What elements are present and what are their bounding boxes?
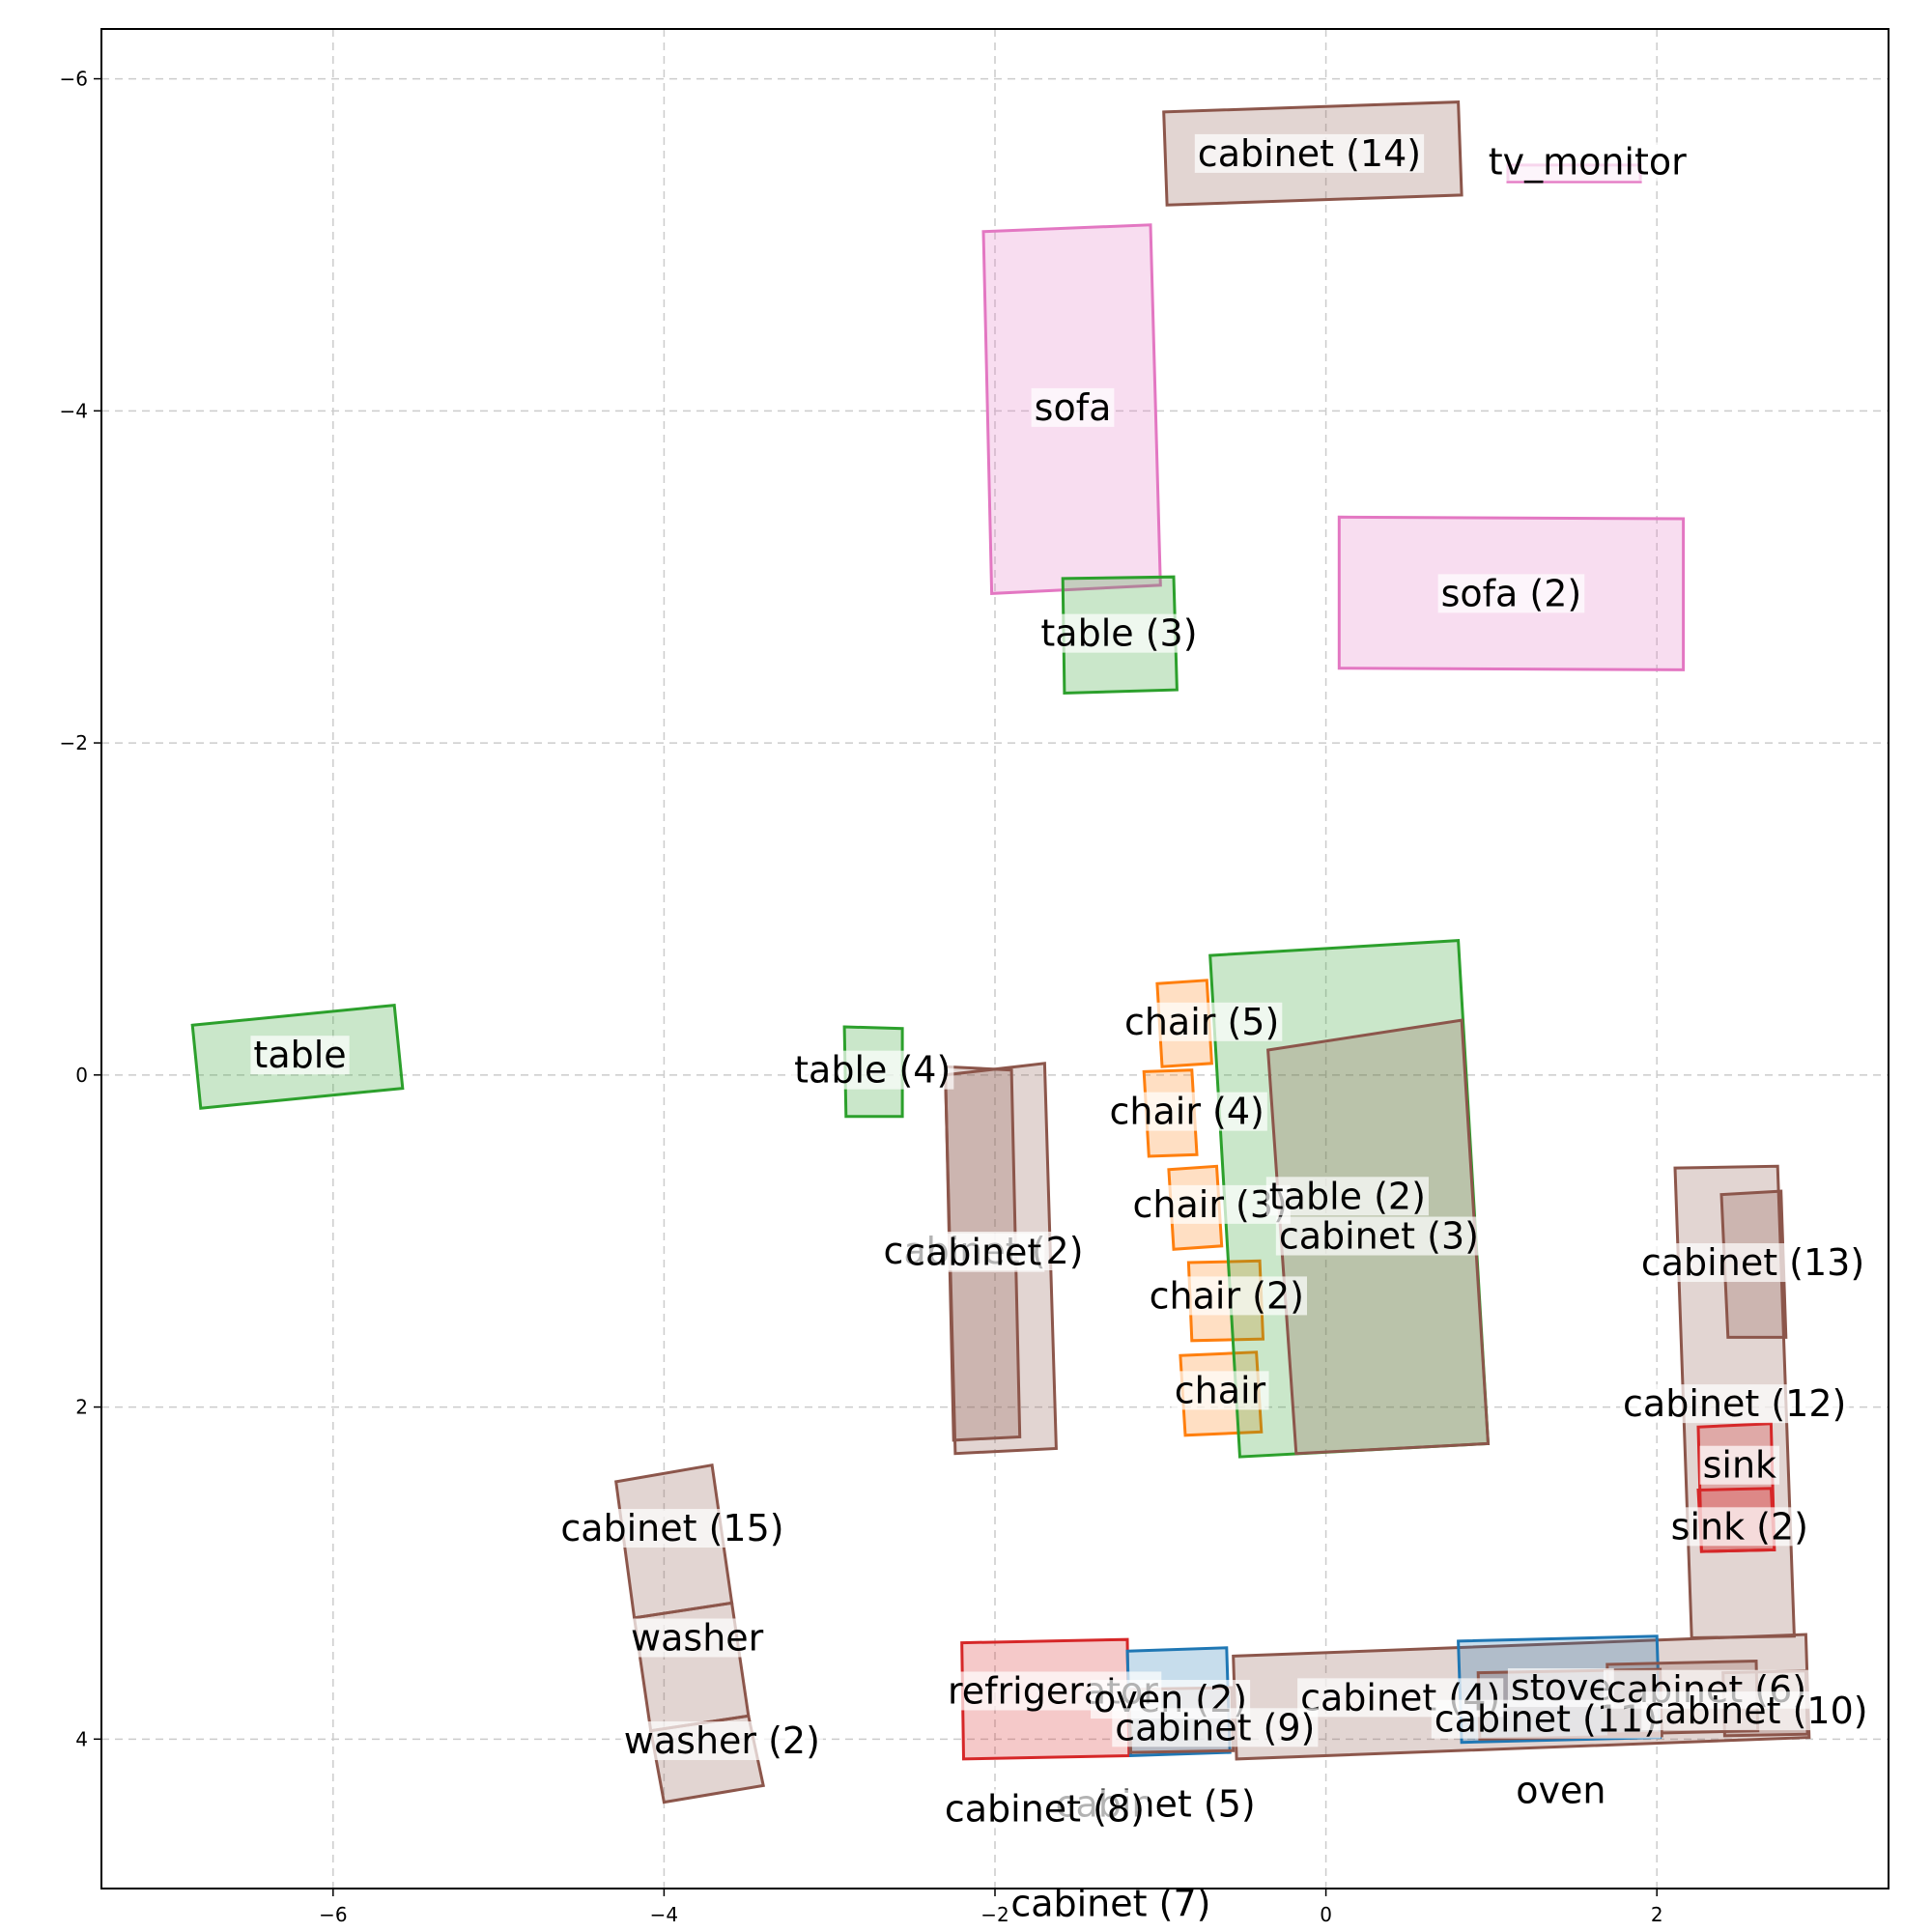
label-sink: sink <box>1699 1444 1780 1487</box>
object-label: cabinet (13) <box>1641 1241 1864 1284</box>
label-background <box>628 1618 767 1658</box>
label-chair-2: chair (2) <box>1146 1274 1307 1317</box>
object-label: sofa <box>1035 386 1112 429</box>
x-tick-label: −4 <box>650 1903 678 1926</box>
label-background <box>1129 1184 1291 1224</box>
label-chair-5: chair (5) <box>1121 1001 1283 1043</box>
x-tick-label: −2 <box>980 1903 1009 1926</box>
label-background <box>1637 1243 1868 1283</box>
label-background <box>1620 1384 1850 1424</box>
object-label: cabinet (8) <box>945 1788 1145 1831</box>
label-table-4: table (4) <box>791 1049 954 1092</box>
label-background <box>1194 133 1425 173</box>
object-label: washer (2) <box>624 1719 820 1762</box>
label-sofa: sofa <box>1031 386 1115 429</box>
label-background <box>1265 1177 1429 1216</box>
axis-ticks: −6 −4 −2 0 2 −6 −4 −2 0 2 4 <box>60 68 1663 1926</box>
object-label: cabinet (10) <box>1644 1690 1867 1732</box>
label-washer: washer <box>628 1616 767 1659</box>
object-label: cabinet (14) <box>1198 132 1421 175</box>
label-background <box>557 1509 787 1548</box>
label-background <box>1121 1002 1283 1041</box>
label-background <box>1112 1708 1319 1747</box>
label-sink-2: sink (2) <box>1667 1505 1812 1548</box>
label-cabinet-14: cabinet (14) <box>1194 132 1425 175</box>
label-background <box>1171 1371 1269 1410</box>
object-label: cabinet (12) <box>1623 1382 1846 1425</box>
object-label: sink <box>1703 1444 1776 1487</box>
label-background <box>1437 574 1585 613</box>
label-background <box>250 1036 350 1075</box>
label-table: table <box>250 1034 350 1076</box>
y-tick-label: 4 <box>75 1727 88 1750</box>
label-cabinet-9: cabinet (9) <box>1112 1706 1319 1748</box>
object-label: cabinet (9) <box>1115 1706 1315 1748</box>
label-background <box>791 1050 954 1090</box>
object-label: sink (2) <box>1671 1505 1808 1548</box>
x-tick-label: 2 <box>1651 1903 1663 1926</box>
label-background <box>1146 1276 1307 1316</box>
label-tv-monitor: tv_monitor <box>1485 141 1690 184</box>
label-background <box>941 1789 1148 1829</box>
label-background <box>1485 142 1690 182</box>
object-label: cabinet (3) <box>1279 1215 1479 1258</box>
object-label: oven <box>1516 1770 1605 1812</box>
label-background <box>1513 1771 1609 1810</box>
label-oven: oven <box>1513 1770 1609 1812</box>
label-cabinet-13: cabinet (13) <box>1637 1241 1868 1284</box>
object-label: tv_monitor <box>1489 141 1687 184</box>
label-background <box>1106 1092 1267 1131</box>
label-chair-3: chair (3) <box>1129 1183 1291 1226</box>
label-chair-4: chair (4) <box>1106 1091 1267 1133</box>
object-label: table (2) <box>1269 1175 1426 1217</box>
label-cabinet-15: cabinet (15) <box>557 1507 787 1549</box>
object-label: washer <box>631 1616 764 1659</box>
y-tick-label: −6 <box>60 68 88 91</box>
object-label: chair <box>1175 1369 1266 1411</box>
label-background <box>1008 1884 1214 1923</box>
label-background <box>1667 1507 1812 1547</box>
object-label: table (3) <box>1040 612 1197 655</box>
label-cabinet-12: cabinet (12) <box>1620 1382 1850 1425</box>
y-tick-label: −4 <box>60 399 88 422</box>
label-cabinet-10: cabinet (10) <box>1641 1690 1871 1732</box>
label-cabinet-8: cabinet (8) <box>941 1788 1148 1831</box>
object-label: sofa (2) <box>1441 572 1582 614</box>
object-label: chair (2) <box>1150 1274 1304 1317</box>
label-table-3: table (3) <box>1037 612 1201 655</box>
object-label: chair (5) <box>1124 1001 1279 1043</box>
label-background <box>1699 1445 1780 1485</box>
label-background <box>1641 1691 1871 1731</box>
label-chair: chair <box>1171 1369 1269 1411</box>
label-background <box>1037 613 1201 653</box>
label-background <box>1275 1216 1482 1256</box>
label-sofa-2: sofa (2) <box>1437 572 1585 614</box>
label-background <box>620 1721 823 1761</box>
x-tick-label: 0 <box>1320 1903 1332 1926</box>
object-label: cabinet <box>905 1232 1041 1274</box>
label-washer-2: washer (2) <box>620 1719 823 1762</box>
y-tick-label: 2 <box>75 1396 88 1419</box>
label-cabinet-3: cabinet (3) <box>1275 1215 1482 1258</box>
y-tick-label: 0 <box>75 1064 88 1087</box>
object-label: chair (3) <box>1133 1183 1288 1226</box>
x-tick-label: −6 <box>319 1903 347 1926</box>
label-table-2: table (2) <box>1265 1175 1429 1217</box>
object-label: table (4) <box>794 1049 951 1092</box>
object-label: table <box>253 1034 346 1076</box>
object-label: cabinet (15) <box>560 1507 783 1549</box>
label-background <box>902 1233 1045 1272</box>
label-cabinet: cabinet <box>902 1232 1045 1274</box>
label-background <box>1031 387 1115 427</box>
object-label: chair (4) <box>1110 1091 1264 1133</box>
y-tick-label: −2 <box>60 731 88 754</box>
label-cabinet-7: cabinet (7) <box>1008 1882 1214 1924</box>
